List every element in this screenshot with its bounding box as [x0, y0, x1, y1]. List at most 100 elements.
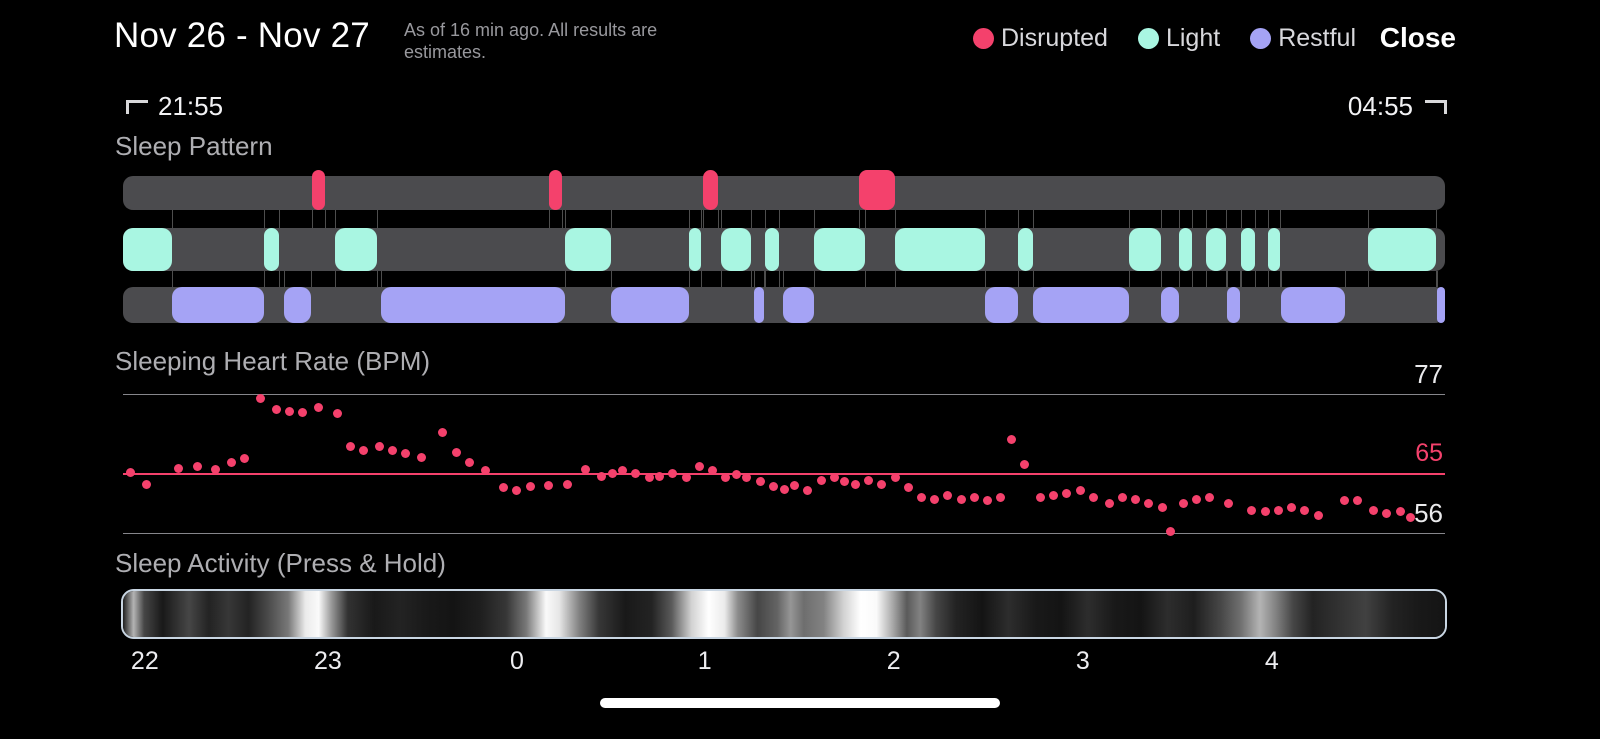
heart-rate-dot [345, 442, 355, 452]
connector-line [564, 271, 566, 287]
heart-rate-dot [983, 496, 993, 506]
connector-line [284, 271, 286, 287]
connector-line [171, 271, 173, 287]
connector-line [1129, 210, 1131, 228]
heart-rate-dot [930, 495, 940, 505]
legend-item-restful: Restful [1250, 24, 1356, 53]
hr-min-guide-line [123, 533, 1445, 534]
track-restful [123, 287, 1445, 323]
segment-disrupted [312, 170, 326, 210]
segment-restful [1160, 287, 1180, 323]
heart-rate-dot [916, 492, 926, 502]
connector-line [1205, 271, 1207, 287]
connector-line [895, 271, 897, 287]
segment-light [688, 228, 701, 271]
heart-rate-dot [240, 454, 250, 464]
legend-item-light: Light [1137, 24, 1221, 53]
legend-item-disrupted: Disrupted [972, 24, 1108, 53]
heart-rate-dot [1205, 492, 1215, 502]
heart-rate-dot [1144, 499, 1154, 509]
connector-line [778, 210, 780, 228]
heart-rate-dot [401, 449, 411, 459]
heart-rate-dot [1300, 505, 1310, 515]
connector-line [1192, 210, 1194, 228]
connector-line [561, 210, 563, 228]
axis-tick-label: 22 [130, 647, 159, 675]
home-indicator[interactable] [600, 698, 1000, 708]
connector-line [1225, 210, 1227, 228]
connector-line [564, 210, 566, 228]
connector-line [765, 271, 767, 287]
heart-rate-dot [226, 458, 236, 468]
window-start-time: 21:55 [158, 91, 224, 121]
connector-line [1017, 271, 1019, 287]
segment-light [1368, 228, 1436, 271]
connector-line [750, 271, 752, 287]
heart-rate-dot [480, 466, 490, 476]
heart-rate-dot [285, 406, 295, 416]
heart-rate-dot [864, 475, 874, 485]
segment-light [1129, 228, 1161, 271]
segment-restful [1226, 287, 1241, 323]
connector-line [278, 271, 280, 287]
window-start-marker-icon [126, 100, 148, 114]
close-button[interactable]: Close [1379, 22, 1456, 53]
heart-rate-dot [1117, 492, 1127, 502]
connector-line [1179, 210, 1181, 228]
connector-line [1225, 271, 1227, 287]
heart-rate-dot [644, 472, 654, 482]
connector-line [1160, 210, 1162, 228]
connector-line [764, 271, 766, 287]
connector-line [1226, 271, 1228, 287]
legend-label: Light [1165, 24, 1221, 52]
segment-light [814, 228, 865, 271]
heart-rate-dot [1247, 505, 1257, 515]
connector-line [720, 210, 722, 228]
heart-rate-dot [1406, 512, 1416, 522]
hr-avg-label: 65 [1415, 439, 1443, 467]
heart-rate-dot [969, 492, 979, 502]
activity-heatmap [123, 591, 1445, 637]
hr-min-label: 56 [1414, 498, 1443, 528]
heart-rate-dot [956, 495, 966, 505]
segment-restful [1032, 287, 1130, 323]
heart-rate-dot [681, 472, 691, 482]
hr-avg-guide-line [123, 473, 1445, 475]
connector-line [1179, 271, 1181, 287]
heart-rate-dot [790, 480, 800, 490]
connector-line [778, 271, 780, 287]
heart-rate-dot [271, 405, 281, 415]
heart-rate-dot [1035, 492, 1045, 502]
track-disrupted [123, 170, 1445, 210]
segment-light [123, 228, 172, 271]
sleep-activity-bar[interactable] [121, 589, 1447, 639]
heart-rate-dot [1313, 511, 1323, 521]
heart-rate-dot [332, 409, 342, 419]
connector-line [334, 271, 336, 287]
connector-line [264, 271, 266, 287]
segment-disrupted [859, 170, 896, 210]
connector-line [1205, 210, 1207, 228]
segment-restful [753, 287, 765, 323]
legend-dot-icon [1137, 28, 1159, 49]
legend-label: Restful [1278, 24, 1356, 52]
segment-light [895, 228, 985, 271]
heart-rate-dot [850, 479, 860, 489]
axis-tick-label: 23 [314, 647, 342, 675]
segment-light [720, 228, 751, 271]
connector-line [1368, 271, 1370, 287]
connector-line [1281, 271, 1283, 287]
segment-light [334, 228, 377, 271]
connector-line [700, 210, 702, 228]
heart-chart: 77 65 56 [123, 360, 1445, 536]
legend: Disrupted Light Restful [972, 24, 1356, 53]
connector-line [1279, 210, 1281, 228]
heart-rate-dot [655, 471, 665, 481]
connector-line [864, 271, 866, 287]
heart-rate-dot [840, 476, 850, 486]
connector-line [717, 210, 719, 228]
segment-restful [380, 287, 565, 323]
axis-tick-label: 1 [697, 647, 712, 675]
time-axis: 22 23 0 1 2 3 4 [123, 647, 1445, 677]
segment-disrupted [548, 170, 562, 210]
